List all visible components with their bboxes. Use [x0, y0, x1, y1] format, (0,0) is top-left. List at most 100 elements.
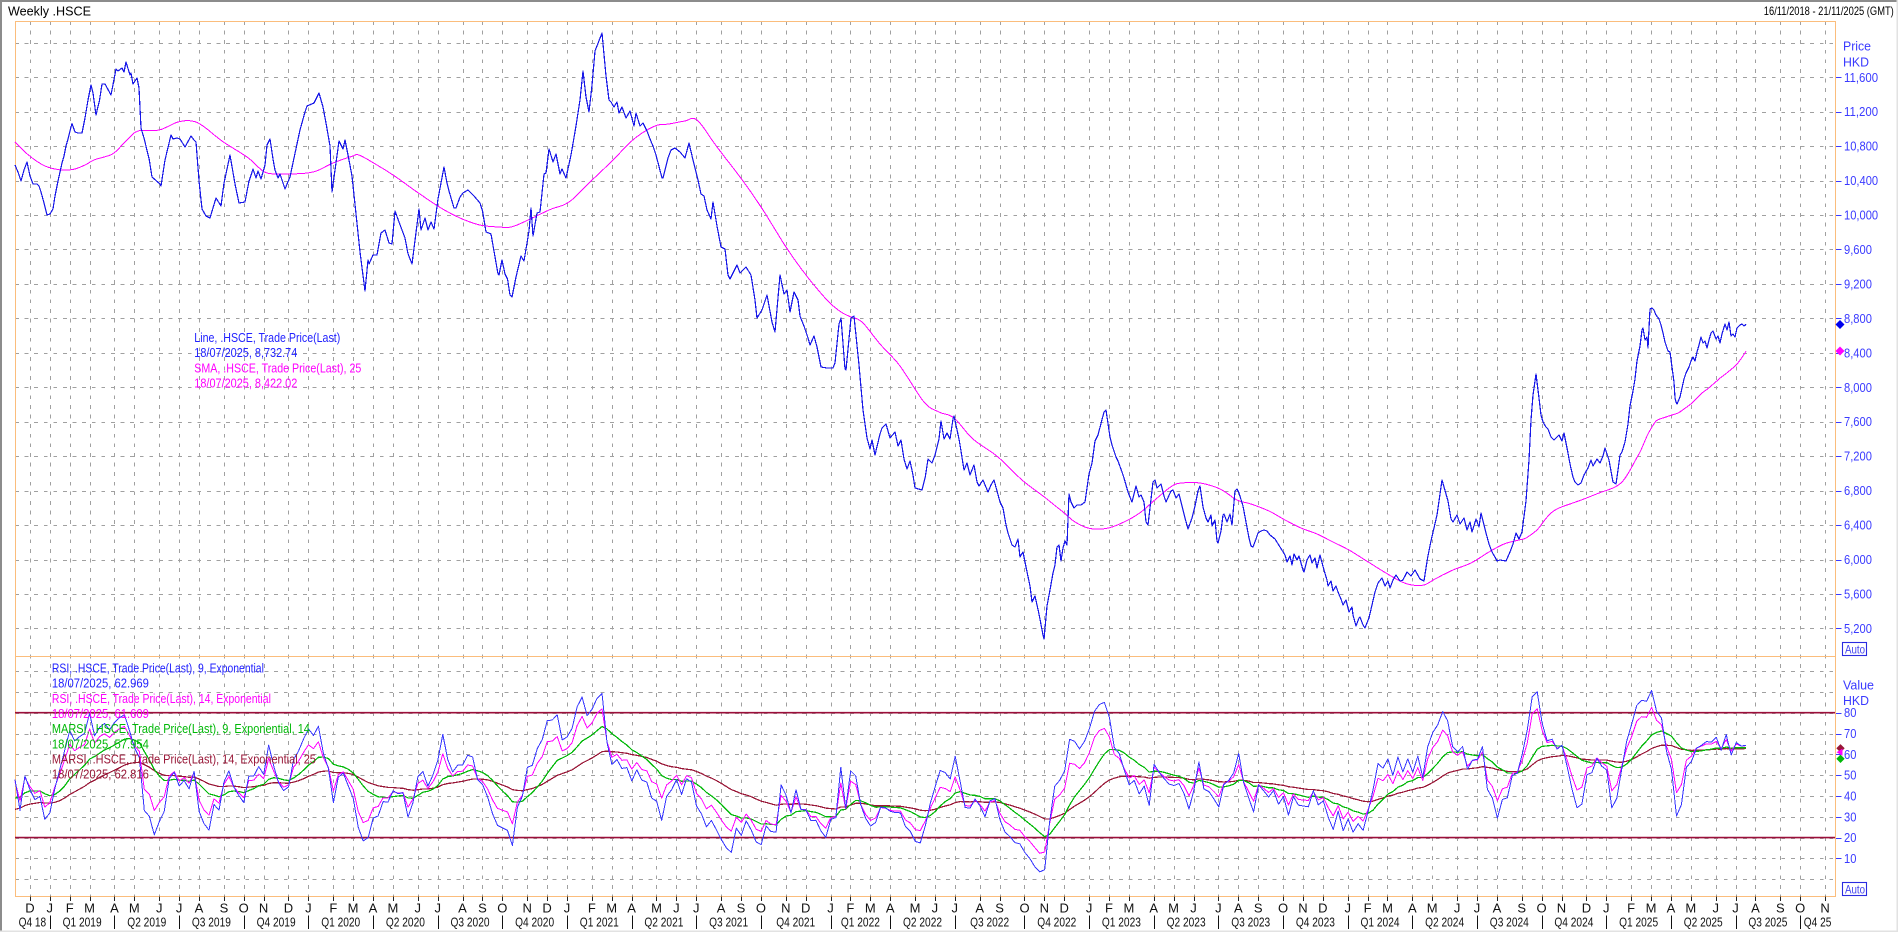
svg-text:Q3 2024: Q3 2024 — [1490, 915, 1529, 930]
svg-text:20: 20 — [1844, 830, 1856, 845]
svg-text:7,600: 7,600 — [1844, 414, 1872, 429]
svg-text:A: A — [110, 901, 119, 916]
svg-text:M: M — [1685, 901, 1696, 916]
svg-text:J: J — [415, 901, 422, 916]
svg-text:Price: Price — [1843, 39, 1871, 54]
svg-text:O: O — [1019, 901, 1029, 916]
svg-text:J: J — [1215, 901, 1222, 916]
svg-text:M: M — [1427, 901, 1438, 916]
svg-text:M: M — [387, 901, 398, 916]
svg-text:18/07/2025, 57.954: 18/07/2025, 57.954 — [52, 736, 149, 751]
svg-text:Q1 2023: Q1 2023 — [1102, 915, 1141, 930]
svg-text:J: J — [1454, 901, 1461, 916]
svg-text:N: N — [1820, 901, 1829, 916]
svg-text:J: J — [176, 901, 183, 916]
svg-text:D: D — [25, 901, 34, 916]
svg-text:18/07/2025, 8,422.02: 18/07/2025, 8,422.02 — [194, 376, 297, 391]
svg-text:A: A — [1493, 901, 1502, 916]
svg-text:F: F — [1627, 901, 1635, 916]
svg-text:Q3 2020: Q3 2020 — [451, 915, 490, 930]
svg-text:Q3 2023: Q3 2023 — [1231, 915, 1270, 930]
svg-text:Q3 2022: Q3 2022 — [970, 915, 1009, 930]
svg-text:S: S — [737, 901, 746, 916]
svg-text:Q3 2025: Q3 2025 — [1748, 915, 1787, 930]
svg-text:Q2 2019: Q2 2019 — [127, 915, 166, 930]
svg-text:Q1 2024: Q1 2024 — [1361, 915, 1400, 930]
svg-text:A: A — [1751, 901, 1760, 916]
svg-text:F: F — [1105, 901, 1113, 916]
svg-text:Q1 2022: Q1 2022 — [841, 915, 880, 930]
svg-text:J: J — [932, 901, 939, 916]
svg-text:O: O — [239, 901, 249, 916]
svg-text:A: A — [975, 901, 984, 916]
svg-text:J: J — [952, 901, 959, 916]
svg-text:A: A — [717, 901, 726, 916]
svg-text:D: D — [801, 901, 810, 916]
svg-text:MARSI, .HSCE, Trade Price(Last: MARSI, .HSCE, Trade Price(Last), 9, Expo… — [52, 721, 310, 736]
svg-text:D: D — [1318, 901, 1327, 916]
svg-text:S: S — [1254, 901, 1263, 916]
svg-text:Q2 2022: Q2 2022 — [903, 915, 942, 930]
svg-text:40: 40 — [1844, 789, 1856, 804]
svg-text:6,000: 6,000 — [1844, 552, 1872, 567]
svg-text:A: A — [1408, 901, 1417, 916]
svg-text:F: F — [1364, 901, 1372, 916]
svg-text:HKD: HKD — [1843, 693, 1869, 708]
svg-text:Q2 2020: Q2 2020 — [386, 915, 425, 930]
svg-text:J: J — [156, 901, 163, 916]
svg-text:Auto: Auto — [1845, 883, 1865, 897]
svg-text:M: M — [651, 901, 662, 916]
svg-text:A: A — [627, 901, 636, 916]
svg-text:O: O — [1537, 901, 1547, 916]
svg-text:SMA, .HSCE, Trade Price(Last),: SMA, .HSCE, Trade Price(Last), 25 — [194, 360, 361, 375]
svg-text:M: M — [910, 901, 921, 916]
svg-text:M: M — [606, 901, 617, 916]
svg-text:F: F — [588, 901, 596, 916]
svg-text:Q1 2021: Q1 2021 — [580, 915, 619, 930]
svg-text:S: S — [220, 901, 229, 916]
svg-text:11,600: 11,600 — [1844, 70, 1878, 85]
svg-text:30: 30 — [1844, 809, 1856, 824]
svg-text:10,800: 10,800 — [1844, 139, 1878, 154]
svg-text:Q2 2021: Q2 2021 — [644, 915, 683, 930]
svg-text:M: M — [348, 901, 359, 916]
svg-text:Q1 2025: Q1 2025 — [1619, 915, 1658, 930]
svg-text:J: J — [1086, 901, 1093, 916]
svg-text:5,600: 5,600 — [1844, 587, 1872, 602]
svg-text:MARSI, .HSCE, Trade Price(Last: MARSI, .HSCE, Trade Price(Last), 14, Exp… — [52, 751, 316, 766]
svg-text:N: N — [1040, 901, 1049, 916]
svg-text:O: O — [756, 901, 766, 916]
svg-text:Q4 2021: Q4 2021 — [776, 915, 815, 930]
svg-text:A: A — [369, 901, 378, 916]
svg-text:N: N — [781, 901, 790, 916]
svg-text:O: O — [497, 901, 507, 916]
svg-text:O: O — [1795, 901, 1805, 916]
svg-text:HKD: HKD — [1843, 55, 1869, 70]
svg-text:J: J — [827, 901, 834, 916]
svg-text:N: N — [523, 901, 532, 916]
svg-text:A: A — [458, 901, 467, 916]
svg-text:O: O — [1278, 901, 1288, 916]
svg-text:Q4 25: Q4 25 — [1804, 915, 1832, 930]
svg-text:Value: Value — [1843, 677, 1874, 692]
svg-text:Q3 2019: Q3 2019 — [192, 915, 231, 930]
svg-text:N: N — [1557, 901, 1566, 916]
svg-text:S: S — [1776, 901, 1785, 916]
svg-text:Q1 2019: Q1 2019 — [63, 915, 102, 930]
svg-text:F: F — [329, 901, 337, 916]
svg-text:F: F — [66, 901, 74, 916]
svg-text:M: M — [865, 901, 876, 916]
svg-text:Q1 2020: Q1 2020 — [321, 915, 360, 930]
svg-text:M: M — [84, 901, 95, 916]
svg-text:18/07/2025, 61.609: 18/07/2025, 61.609 — [52, 706, 149, 721]
svg-text:7,200: 7,200 — [1844, 449, 1872, 464]
svg-text:18/07/2025, 8,732.74: 18/07/2025, 8,732.74 — [194, 345, 297, 360]
svg-text:J: J — [1344, 901, 1351, 916]
svg-text:5,200: 5,200 — [1844, 621, 1872, 636]
svg-text:Auto: Auto — [1845, 643, 1865, 657]
svg-text:Q4 2023: Q4 2023 — [1296, 915, 1335, 930]
svg-text:J: J — [564, 901, 571, 916]
svg-text:Line, .HSCE, Trade Price(Last): Line, .HSCE, Trade Price(Last) — [194, 330, 340, 345]
svg-text:Q2 2023: Q2 2023 — [1167, 915, 1206, 930]
svg-text:6,400: 6,400 — [1844, 518, 1872, 533]
